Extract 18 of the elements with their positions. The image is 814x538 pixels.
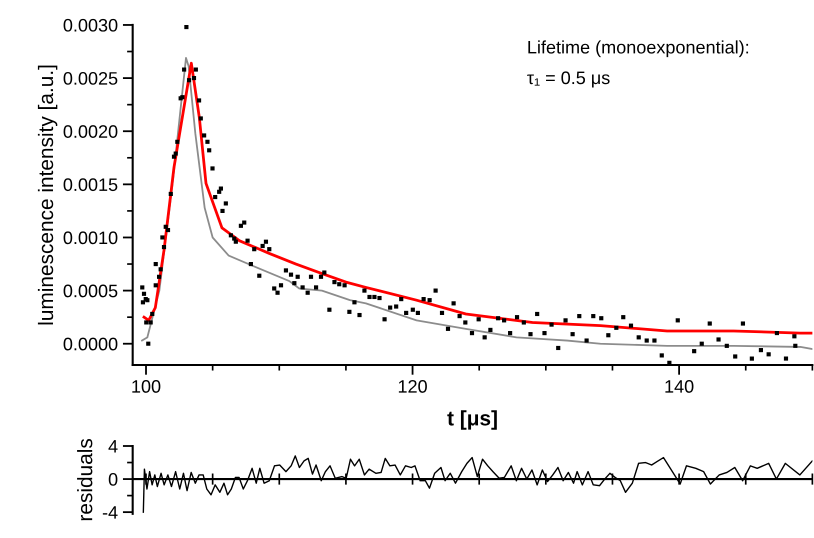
y-tick-label: 0.0005 (64, 284, 118, 298)
x-tick-label: 100 (132, 380, 160, 393)
y-tick-label: 4 (108, 440, 118, 453)
y-tick-label: 0.0010 (64, 231, 118, 244)
y-tick-label: 0 (108, 473, 118, 486)
y-axis-title: residuals (77, 438, 92, 520)
x-tick-label: 140 (665, 380, 694, 393)
y-tick-label: 0.0000 (64, 338, 118, 350)
y-tick-label: 0.0020 (64, 125, 118, 138)
y-tick-label: 0.0030 (64, 18, 118, 32)
y-tick-label: 0.0015 (64, 178, 118, 192)
y-axis-title: luminescence intensity [a.u.] (38, 66, 58, 324)
annotation: τ₁ = 0.5 μs (527, 71, 610, 88)
y-tick-label: -4 (102, 506, 118, 519)
x-tick-label: 120 (398, 380, 427, 393)
x-axis-title: t [μs] (447, 410, 497, 430)
annotation: Lifetime (monoexponential): (528, 40, 748, 58)
y-tick-label: 0.0025 (64, 72, 118, 85)
